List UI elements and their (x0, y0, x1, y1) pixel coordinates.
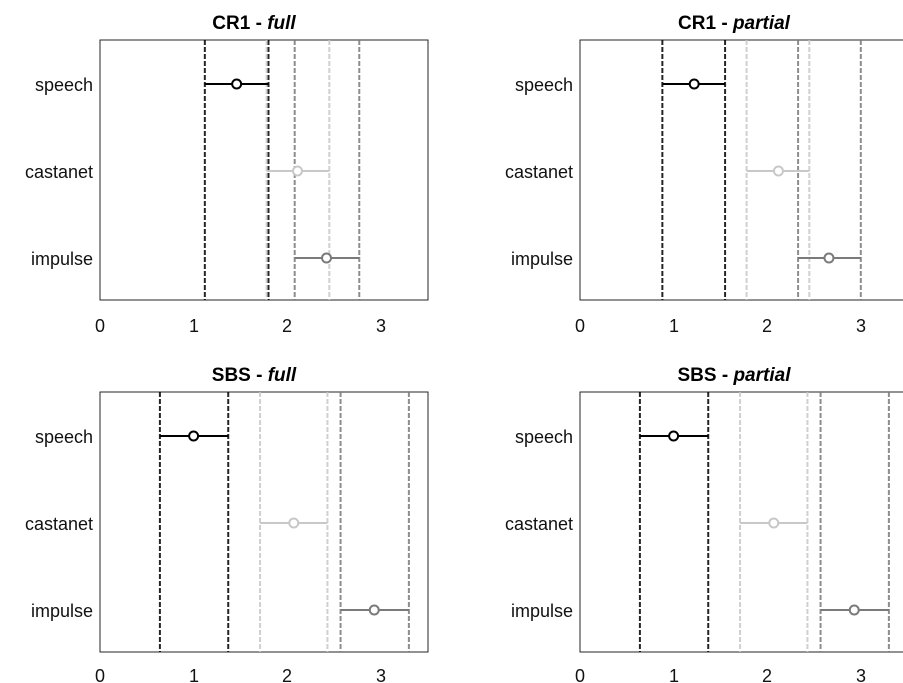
mean-marker-speech (668, 430, 680, 442)
mean-marker-speech (188, 430, 200, 442)
panel-title-prefix: CR1 - (212, 13, 267, 34)
x-tick-labels: 0 1 2 3 (95, 666, 386, 683)
category-label-impulse: impulse (31, 249, 93, 269)
mean-marker-castanet (288, 517, 300, 529)
x-tick-label-2: 2 (282, 666, 292, 683)
panel-sbs-full: SBS - full speech castanet impulse 0 1 2… (25, 365, 429, 683)
x-tick-labels: 0 1 2 3 (95, 316, 386, 336)
axes-box (579, 39, 903, 301)
panel-title-prefix: SBS - (212, 365, 268, 386)
mean-marker-castanet (772, 165, 784, 177)
category-label-impulse: impulse (511, 601, 573, 621)
category-labels: speech castanet impulse (25, 427, 93, 621)
mean-marker-impulse (823, 252, 835, 264)
x-tick-label-1: 1 (189, 666, 199, 683)
x-tick-label-2: 2 (762, 316, 772, 336)
errorbars (204, 78, 360, 264)
panel-cr1-partial: CR1 - partial speech castanet impulse 0 … (505, 13, 903, 336)
x-tick-label-0: 0 (95, 316, 105, 336)
x-tick-labels: 0 1 2 3 (575, 316, 866, 336)
mean-marker-castanet (291, 165, 303, 177)
mean-marker-speech (231, 78, 243, 90)
category-label-castanet: castanet (505, 514, 573, 534)
category-label-castanet: castanet (25, 162, 93, 182)
panel-cr1-full: CR1 - full speech castanet impulse 0 1 2… (25, 13, 429, 336)
panel-title-cr1-full: CR1 - full (212, 13, 296, 34)
errorbars (662, 78, 861, 264)
x-tick-label-0: 0 (575, 666, 585, 683)
category-label-speech: speech (35, 75, 93, 95)
x-tick-label-1: 1 (669, 666, 679, 683)
x-tick-label-0: 0 (575, 316, 585, 336)
mean-marker-speech (688, 78, 700, 90)
x-tick-label-2: 2 (282, 316, 292, 336)
mean-marker-impulse (321, 252, 333, 264)
panel-title-italic: partial (732, 365, 791, 386)
category-label-speech: speech (515, 427, 573, 447)
x-tick-label-3: 3 (856, 316, 866, 336)
errorbars (159, 430, 409, 616)
panel-title-italic: partial (732, 13, 791, 34)
category-label-impulse: impulse (511, 249, 573, 269)
x-tick-label-2: 2 (762, 666, 772, 683)
mean-marker-impulse (848, 604, 860, 616)
errorbars (639, 430, 889, 616)
mean-marker-impulse (368, 604, 380, 616)
panel-title-cr1-partial: CR1 - partial (678, 13, 791, 34)
mean-marker-castanet (768, 517, 780, 529)
x-tick-label-3: 3 (376, 666, 386, 683)
x-tick-label-1: 1 (189, 316, 199, 336)
category-label-castanet: castanet (505, 162, 573, 182)
x-tick-label-1: 1 (669, 316, 679, 336)
panel-sbs-partial: SBS - partial speech castanet impulse 0 … (505, 365, 903, 683)
x-tick-labels: 0 1 2 3 (575, 666, 866, 683)
category-labels: speech castanet impulse (505, 75, 573, 269)
panel-title-prefix: SBS - (678, 365, 734, 386)
axes-box (99, 39, 429, 301)
category-labels: speech castanet impulse (25, 75, 93, 269)
x-tick-label-3: 3 (376, 316, 386, 336)
category-label-castanet: castanet (25, 514, 93, 534)
x-tick-label-0: 0 (95, 666, 105, 683)
panel-title-prefix: CR1 - (678, 13, 733, 34)
panel-title-italic: full (268, 365, 297, 386)
category-label-impulse: impulse (31, 601, 93, 621)
category-label-speech: speech (35, 427, 93, 447)
panel-title-sbs-full: SBS - full (212, 365, 297, 386)
x-tick-label-3: 3 (856, 666, 866, 683)
panel-title-italic: full (267, 13, 296, 34)
category-labels: speech castanet impulse (505, 427, 573, 621)
panel-title-sbs-partial: SBS - partial (678, 365, 792, 386)
category-label-speech: speech (515, 75, 573, 95)
